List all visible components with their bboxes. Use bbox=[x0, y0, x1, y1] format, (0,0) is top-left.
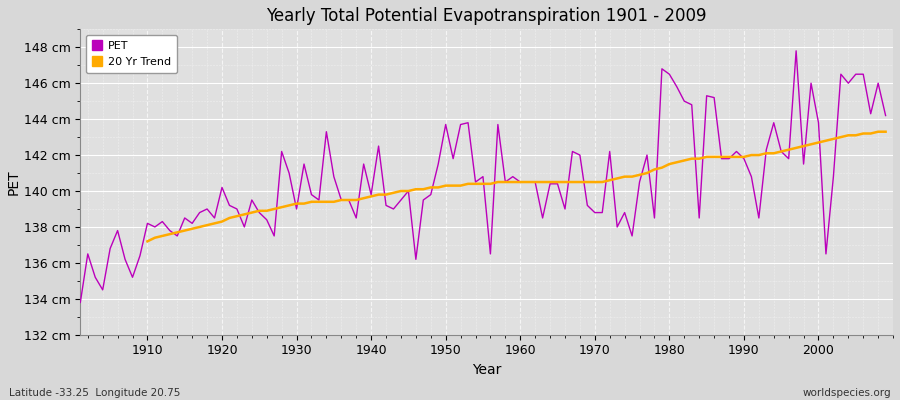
Text: worldspecies.org: worldspecies.org bbox=[803, 388, 891, 398]
X-axis label: Year: Year bbox=[472, 363, 501, 377]
Y-axis label: PET: PET bbox=[7, 169, 21, 195]
Text: Latitude -33.25  Longitude 20.75: Latitude -33.25 Longitude 20.75 bbox=[9, 388, 180, 398]
Legend: PET, 20 Yr Trend: PET, 20 Yr Trend bbox=[86, 35, 176, 73]
Title: Yearly Total Potential Evapotranspiration 1901 - 2009: Yearly Total Potential Evapotranspiratio… bbox=[266, 7, 706, 25]
